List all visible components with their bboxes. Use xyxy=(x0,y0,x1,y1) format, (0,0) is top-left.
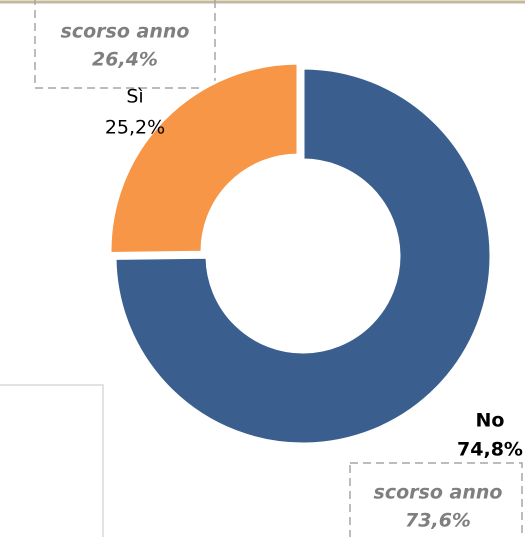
annotation-text: scorso anno xyxy=(61,21,190,43)
value-label: 74,8% xyxy=(457,439,523,461)
annotation-text: scorso anno xyxy=(374,482,503,504)
slice xyxy=(108,61,300,255)
annotation-value: 26,4% xyxy=(92,49,158,71)
category-label: Sì xyxy=(126,86,143,108)
annotation-box xyxy=(34,0,216,89)
category-label: No xyxy=(476,410,505,432)
annotation-box xyxy=(349,462,523,537)
donut xyxy=(108,61,493,446)
value-label: 25,2% xyxy=(105,117,165,139)
side-panel xyxy=(0,384,104,537)
annotation-value: 73,6% xyxy=(405,510,471,532)
slice xyxy=(113,66,493,446)
